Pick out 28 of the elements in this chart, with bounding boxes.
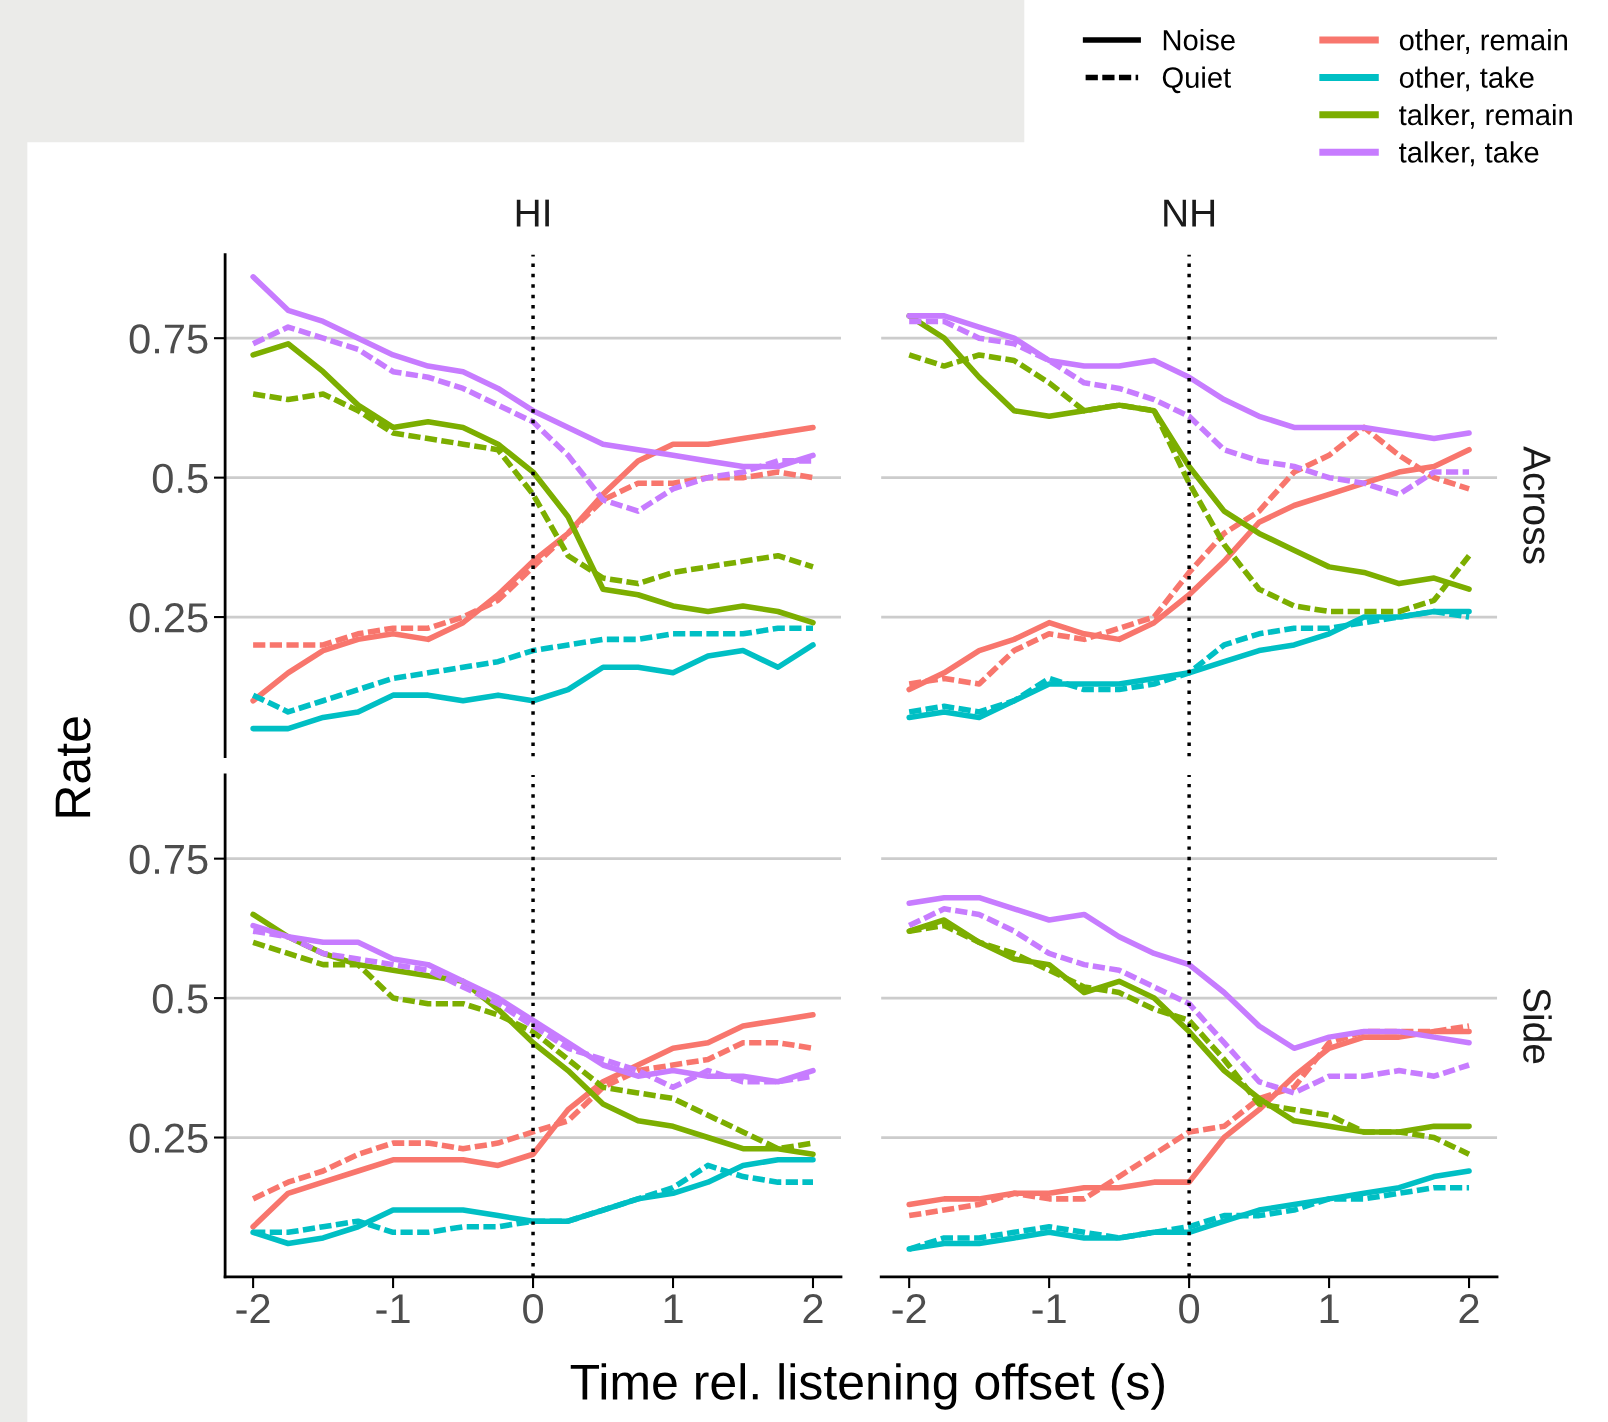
x-tick-label: 0 [523, 1294, 544, 1324]
text: Noise [1163, 29, 1235, 51]
x-axis-title: Time rel. listening offset (s) [570, 1363, 1164, 1410]
y-tick-label: 0.75 [129, 324, 208, 354]
x-tick-label: -2 [892, 1294, 926, 1324]
x-tick-label: 2 [1459, 1294, 1479, 1324]
legend-label: other, take [1399, 66, 1534, 92]
legend-label: other, remain [1399, 29, 1567, 54]
x-tick-label: 1 [1320, 1294, 1339, 1324]
legend-label: talker, take [1399, 141, 1539, 167]
x-tick-label: -1 [1032, 1294, 1066, 1324]
y-tick-label: 0.75 [129, 844, 208, 875]
y-axis-title: Rate [55, 717, 91, 817]
x-tick-label: -1 [376, 1294, 410, 1324]
y2-axis-title: Side [1523, 988, 1552, 1064]
y-tick-label: 0.25 [129, 1123, 208, 1154]
y-tick-label: 0.25 [129, 603, 208, 633]
x-tick-label: 0 [1179, 1294, 1200, 1324]
y2-axis-title: Across [1523, 446, 1551, 564]
x-tick-label: 1 [664, 1294, 683, 1324]
y-tick-label: 0.5 [152, 463, 208, 494]
x-tick-label: 2 [803, 1294, 823, 1324]
y-tick-label: 0.5 [152, 984, 208, 1014]
legend-label: talker, remain [1399, 103, 1572, 129]
x-tick-label: -2 [236, 1294, 270, 1324]
text: Quiet [1162, 66, 1231, 94]
chart-title: HI [516, 199, 549, 227]
chart-title: NH [1164, 199, 1215, 227]
